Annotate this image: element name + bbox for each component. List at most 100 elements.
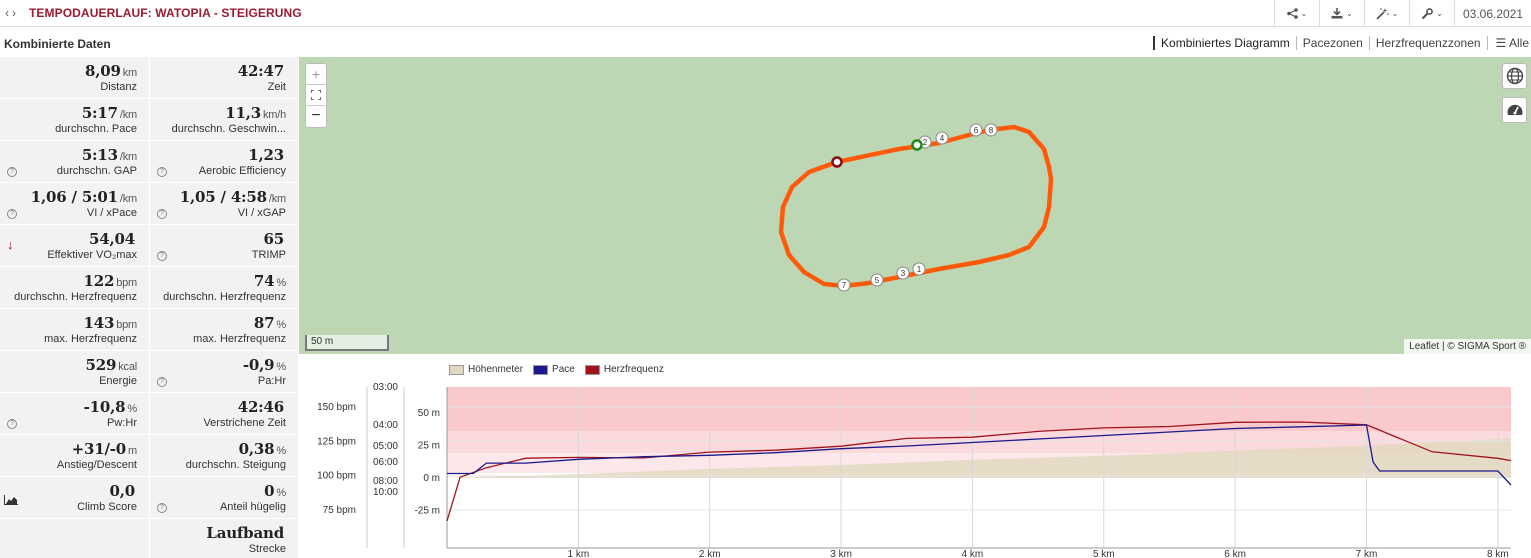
legend-pace[interactable]: Pace: [533, 364, 575, 375]
stat-number: 11,3: [225, 104, 261, 122]
stat-value: 1,06 / 5:01/km: [31, 188, 137, 206]
stat-cell: 5:17/km durchschn. Pace: [0, 99, 149, 141]
elev-tick-label: 0 m: [423, 473, 440, 484]
map-dashboard-button[interactable]: [1502, 97, 1527, 123]
zoom-out-button[interactable]: −: [311, 107, 321, 124]
elev-tick-label: 25 m: [418, 441, 440, 452]
legend-elevation[interactable]: Höhenmeter: [449, 364, 523, 375]
stat-cell: [0, 519, 149, 558]
stat-label: durchschn. Pace: [55, 123, 137, 135]
end-marker[interactable]: [831, 156, 843, 168]
help-icon[interactable]: ?: [157, 209, 167, 219]
stat-number: 0: [264, 482, 275, 500]
hr-line: [446, 421, 1512, 522]
tab-combined-chart[interactable]: Kombiniertes Diagramm: [1153, 36, 1296, 50]
stat-number: 1,06 / 5:01: [30, 188, 118, 206]
legend-hr[interactable]: Herzfrequenz: [584, 364, 664, 375]
magic-button[interactable]: ⌄: [1364, 0, 1409, 27]
help-icon[interactable]: ?: [7, 209, 17, 219]
back-icon[interactable]: ‹: [5, 6, 9, 20]
stat-cell: Laufband Strecke: [149, 519, 298, 558]
hr-tick-label: 125 bpm: [317, 436, 356, 447]
tab-all-label: Alle: [1508, 36, 1529, 50]
km-marker-label: 1: [917, 265, 922, 274]
stat-value: 5:13/km: [82, 146, 137, 164]
route-line: [778, 124, 1054, 289]
top-bar: ‹ › TEMPODAUERLAUF: WATOPIA - STEIGERUNG …: [0, 0, 1531, 27]
pace-tick-label: 06:00: [373, 457, 398, 468]
climb-icon: [4, 495, 18, 505]
help-icon[interactable]: ?: [157, 251, 167, 261]
stat-label: max. Herzfrequenz: [193, 333, 286, 345]
zoom-in-button[interactable]: +: [306, 64, 326, 85]
km-marker[interactable]: 8: [984, 123, 998, 137]
legend-label: Herzfrequenz: [603, 364, 664, 375]
magic-wand-icon: [1376, 7, 1389, 20]
tab-all[interactable]: ☰ Alle: [1486, 36, 1531, 50]
combined-chart[interactable]: Höhenmeter Pace Herzfrequenz 1 km 2 km 3 k…: [299, 356, 1531, 558]
fullscreen-button[interactable]: [306, 85, 326, 106]
help-icon[interactable]: ?: [7, 167, 17, 177]
stat-unit: /km: [268, 193, 286, 205]
map-layer-button[interactable]: [1502, 63, 1527, 89]
km-marker-circle: [896, 266, 910, 280]
fullscreen-icon: [310, 89, 322, 101]
km-marker-circle: [984, 123, 998, 137]
stat-number: 42:47: [237, 62, 284, 80]
km-marker[interactable]: 1: [912, 262, 926, 276]
stat-cell: 54,04 Effektiver VO₂max ↓: [0, 225, 149, 267]
stat-cell: 1,06 / 5:01/km VI / xPace?: [0, 183, 149, 225]
menu-icon: ☰: [1495, 36, 1507, 50]
stat-number: -0,9: [242, 356, 275, 374]
km-marker-label: 8: [989, 126, 994, 135]
help-icon[interactable]: ?: [7, 419, 17, 429]
km-marker[interactable]: 4: [935, 131, 949, 145]
help-icon[interactable]: ?: [157, 503, 167, 513]
stat-number: 5:13: [81, 146, 118, 164]
forward-icon[interactable]: ›: [12, 6, 16, 20]
stat-unit: %: [276, 487, 286, 499]
km-marker[interactable]: 6: [969, 123, 983, 137]
stat-cell: 1,05 / 4:58/km VI / xGAP?: [149, 183, 298, 225]
chevron-down-icon: ⌄: [1346, 9, 1353, 18]
km-marker[interactable]: 7: [837, 278, 851, 292]
tab-pace-zones[interactable]: Pacezonen: [1295, 36, 1369, 50]
stat-number: 65: [263, 230, 285, 248]
km-marker[interactable]: 3: [896, 266, 910, 280]
km-marker-label: 7: [842, 281, 847, 290]
km-marker-circle: [935, 131, 949, 145]
stat-value: -0,9%: [243, 356, 286, 374]
stat-value: -10,8%: [84, 398, 138, 416]
x-tick-label: 2 km: [699, 549, 721, 558]
stat-number: 143: [83, 314, 115, 332]
pace-line: [447, 424, 1512, 486]
stat-cell: 65 TRIMP?: [149, 225, 298, 267]
km-marker[interactable]: 5: [870, 273, 884, 287]
map-scale: 50 m: [305, 335, 389, 351]
zoom-control: + −: [305, 63, 327, 128]
nav-arrows: ‹ ›: [5, 6, 19, 20]
start-marker[interactable]: [911, 139, 923, 151]
wrench-icon: [1421, 7, 1434, 19]
stat-cell: 42:46 Verstrichene Zeit: [149, 393, 298, 435]
settings-button[interactable]: ⌄: [1409, 0, 1454, 27]
download-button[interactable]: ⌄: [1319, 0, 1364, 27]
help-icon[interactable]: ?: [157, 167, 167, 177]
help-icon[interactable]: ?: [157, 377, 167, 387]
elev-tick-label: 50 m: [418, 408, 440, 419]
stat-unit: %: [127, 403, 137, 415]
elevation-area: [447, 437, 1511, 478]
stat-value: 11,3 km/h: [225, 104, 286, 122]
km-marker-circle: [870, 273, 884, 287]
km-marker-label: 3: [901, 269, 906, 278]
route-map[interactable]: 1 2 3 4 5 6 7 8 + − 50 m Leaflet | © SIGMA Spor…: [299, 57, 1531, 354]
stat-unit: km/h: [262, 109, 286, 121]
stat-cell: -10,8% Pw:Hr?: [0, 393, 149, 435]
share-button[interactable]: ⌄: [1274, 0, 1319, 27]
stat-label: Anstieg/Descent: [56, 459, 137, 471]
map-attribution[interactable]: Leaflet | © SIGMA Sport ®: [1404, 339, 1531, 354]
pace-tick-label: 10:00: [373, 487, 398, 498]
stat-label: Distanz: [100, 81, 137, 93]
page-title: TEMPODAUERLAUF: WATOPIA - STEIGERUNG: [29, 6, 302, 20]
tab-hr-zones[interactable]: Herzfrequenzzonen: [1368, 36, 1487, 50]
